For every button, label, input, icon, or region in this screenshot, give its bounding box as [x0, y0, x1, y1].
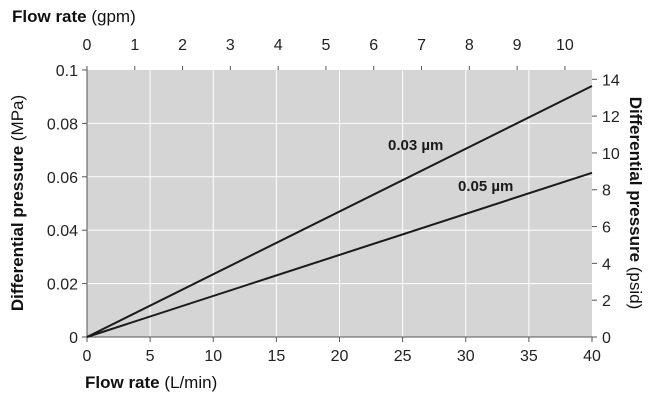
x2-tick-label: 8: [465, 37, 474, 54]
y2-tick-label: 4: [602, 256, 611, 273]
y2-tick-label: 8: [602, 183, 611, 200]
x-tick-label: 10: [204, 348, 222, 365]
x2-tick-label: 4: [274, 37, 283, 54]
y2-tick-label: 12: [602, 109, 620, 126]
x-tick-label: 30: [457, 348, 475, 365]
y2-axis-title: Differential pressure (psid): [626, 97, 645, 310]
x-tick-label: 25: [394, 348, 412, 365]
x-tick-label: 15: [267, 348, 285, 365]
y2-tick-label: 6: [602, 220, 611, 237]
x2-tick-label: 2: [178, 37, 187, 54]
y-tick-label: 0: [69, 330, 78, 347]
x2-tick-label: 3: [226, 37, 235, 54]
x2-tick-label: 10: [556, 37, 574, 54]
series-label-003: 0.03 µm: [388, 137, 443, 154]
y-tick-label: 0.08: [47, 116, 78, 133]
x-tick-label: 5: [146, 348, 155, 365]
x2-tick-label: 7: [417, 37, 426, 54]
x2-tick-label: 0: [83, 37, 92, 54]
y-tick-label: 0.04: [47, 223, 78, 240]
x2-tick-label: 6: [369, 37, 378, 54]
x2-tick-label: 9: [513, 37, 522, 54]
x-tick-label: 0: [83, 348, 92, 365]
y2-tick-label: 0: [602, 330, 611, 347]
y2-tick-label: 2: [602, 293, 611, 310]
y-tick-label: 0.06: [47, 170, 78, 187]
x2-tick-label: 1: [130, 37, 139, 54]
y-axis-title: Differential pressure (MPa): [8, 95, 27, 311]
x-tick-label: 35: [520, 348, 538, 365]
series-label-005: 0.05 µm: [458, 178, 513, 195]
y2-tick-label: 14: [602, 72, 620, 89]
x-tick-label: 40: [583, 348, 601, 365]
x-tick-label: 20: [331, 348, 349, 365]
y-tick-label: 0.02: [47, 277, 78, 294]
x2-tick-label: 5: [321, 37, 330, 54]
x2-axis-title: Flow rate (gpm): [12, 7, 136, 26]
y2-tick-label: 10: [602, 146, 620, 163]
x-axis-title: Flow rate (L/min): [85, 373, 217, 392]
y-tick-label: 0.1: [56, 63, 78, 80]
